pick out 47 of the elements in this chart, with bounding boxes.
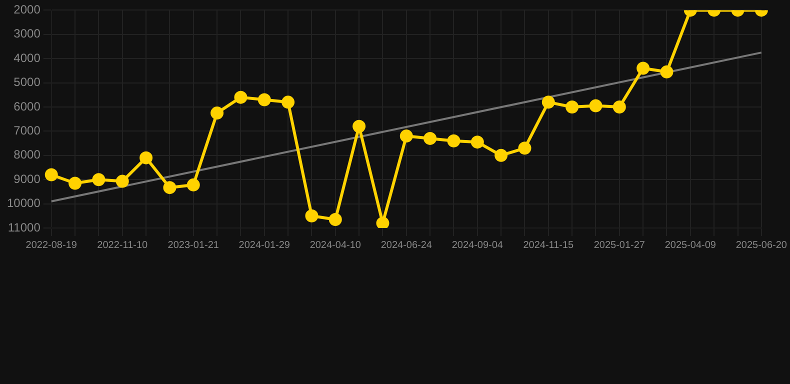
x-tick-label: 2024-04-10 [310,240,362,251]
x-tick-label: 2025-06-20 [736,240,788,251]
y-tick-label: 8000 [14,148,41,162]
point [234,90,248,104]
y-tick-label: 4000 [14,50,41,65]
point [447,134,460,148]
x-tick-label: 2024-09-04 [452,240,504,251]
x-tick-label: 2025-01-27 [594,240,646,251]
point [328,213,342,226]
point [210,106,224,120]
point [116,174,129,188]
point [589,99,602,112]
point [470,136,484,149]
y-tick-label: 10000 [6,196,41,210]
x-tick-label: 2022-11-10 [97,240,148,251]
x-tick-label: 2024-11-15 [523,240,574,251]
point [660,65,674,78]
point [68,176,82,190]
point [186,178,200,192]
y-tick-label: 6000 [14,99,41,114]
point [258,93,271,106]
point [612,100,626,114]
point [305,209,318,222]
x-tick-label: 2024-01-29 [238,240,290,251]
point [400,130,413,143]
y-tick-label: 5000 [14,75,41,90]
point [494,148,508,162]
x-tick-label: 2022-08-19 [26,240,78,251]
point [566,100,579,114]
y-tick-label: 7000 [14,124,41,138]
y-tick-label: 11000 [8,220,41,234]
point [518,142,532,155]
point [352,120,366,133]
point [163,181,176,194]
point [542,96,555,109]
x-tick-label: 2023-01-21 [168,240,220,251]
point [282,96,295,109]
y-tick-label: 2000 [14,2,41,17]
point [140,151,153,164]
y-tick-label: 9000 [14,172,41,186]
point [424,132,437,145]
x-tick-label: 2025-04-09 [664,240,716,251]
point [376,216,390,228]
point [636,62,650,75]
x-tick-label: 2024-06-24 [380,240,432,251]
point [92,173,106,186]
y-tick-label: 3000 [14,26,41,41]
